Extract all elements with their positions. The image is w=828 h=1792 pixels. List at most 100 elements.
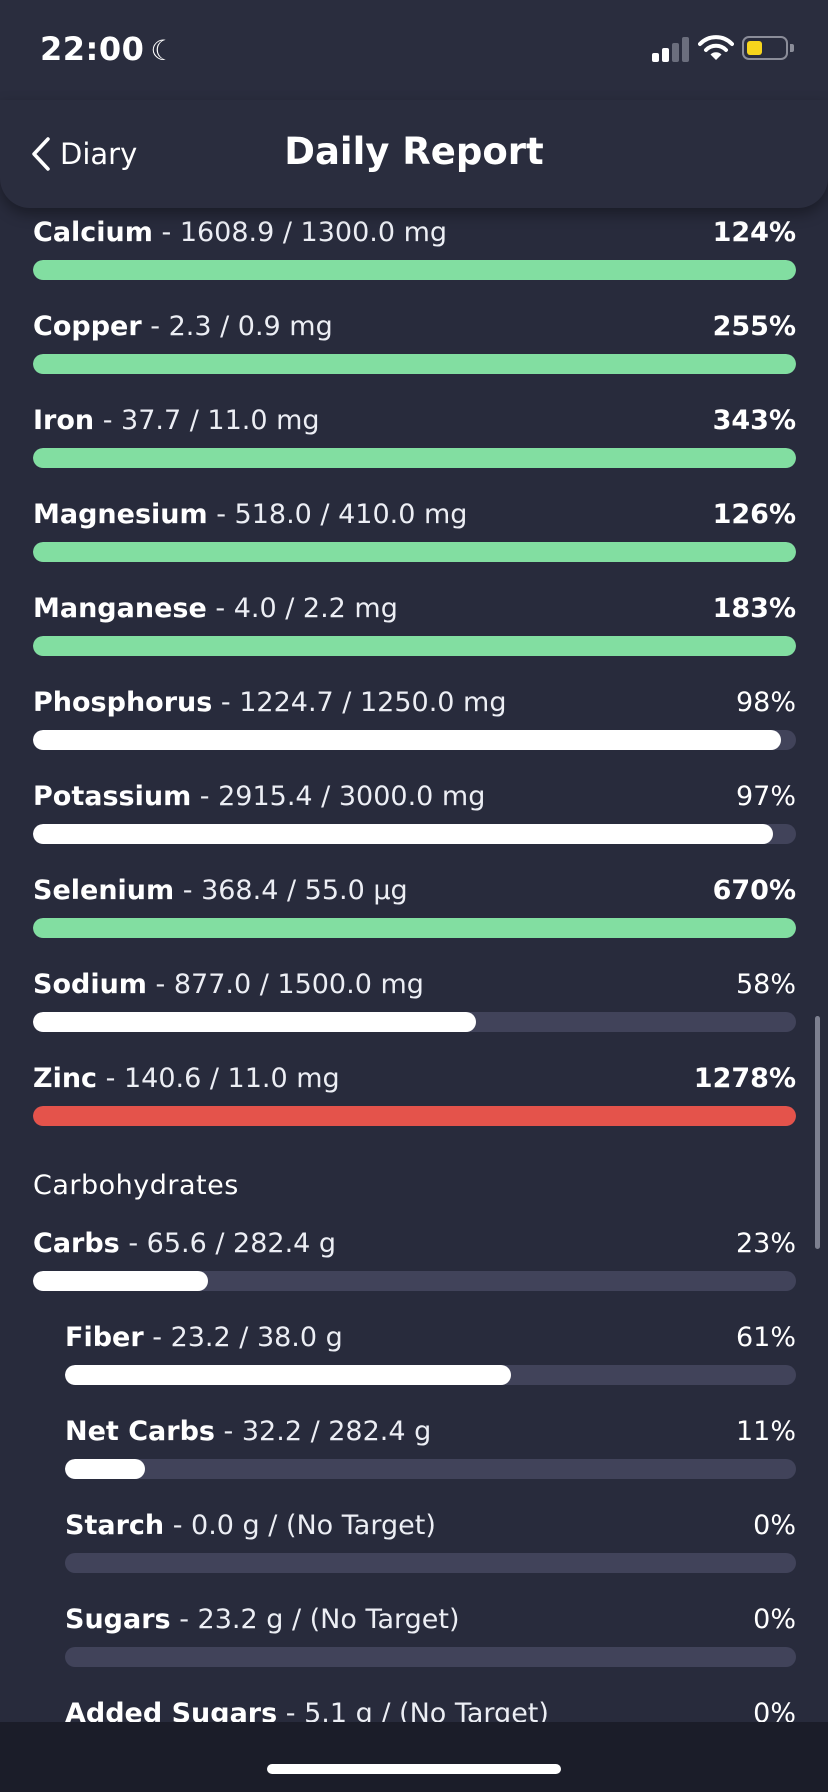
- nutrient-label: Starch - 0.0 g / (No Target): [65, 1505, 436, 1545]
- nutrient-percent: 126%: [712, 498, 796, 530]
- nutrient-row[interactable]: Iron - 37.7 / 11.0 mg 343%: [0, 400, 828, 480]
- progress-track: [65, 1647, 796, 1667]
- progress-track: [65, 1459, 796, 1479]
- back-button[interactable]: Diary: [30, 132, 137, 176]
- nutrient-row[interactable]: Phosphorus - 1224.7 / 1250.0 mg 98%: [0, 682, 828, 762]
- nutrient-label: Sugars - 23.2 g / (No Target): [65, 1599, 460, 1639]
- progress-fill: [33, 730, 781, 750]
- progress-fill: [33, 354, 796, 374]
- wifi-icon: [698, 35, 734, 60]
- nutrient-row[interactable]: Potassium - 2915.4 / 3000.0 mg 97%: [0, 776, 828, 856]
- progress-track: [33, 354, 796, 374]
- progress-track: [33, 448, 796, 468]
- progress-fill: [33, 1012, 476, 1032]
- nutrient-amount: - 0.0 g / (No Target): [164, 1509, 436, 1541]
- progress-fill: [33, 636, 796, 656]
- carbohydrates-heading: Carbohydrates: [33, 1170, 239, 1201]
- report-scroll-view[interactable]: Calcium - 1608.9 / 1300.0 mg 124% Copper -…: [0, 0, 828, 1722]
- nutrient-name: Selenium: [33, 874, 175, 906]
- navigation-bar: Diary Daily Report: [0, 100, 828, 208]
- nutrient-label: Carbs - 65.6 / 282.4 g: [33, 1223, 336, 1263]
- progress-fill: [33, 918, 796, 938]
- time-label: 22:00: [40, 30, 145, 68]
- nutrient-row[interactable]: Sugars - 23.2 g / (No Target) 0%: [0, 1599, 828, 1679]
- nutrient-label: Net Carbs - 32.2 / 282.4 g: [65, 1411, 431, 1451]
- chevron-left-icon: [32, 137, 50, 171]
- nutrient-row[interactable]: Added Sugars - 5.1 g / (No Target) 0%: [0, 1693, 828, 1723]
- progress-track: [33, 1012, 796, 1032]
- nutrient-amount: - 877.0 / 1500.0 mg: [146, 968, 424, 1000]
- battery-icon: [742, 36, 788, 60]
- nutrient-amount: - 1224.7 / 1250.0 mg: [212, 686, 507, 718]
- clock: 22:00 ☾: [40, 30, 176, 68]
- progress-fill: [33, 542, 796, 562]
- nutrient-label: Selenium - 368.4 / 55.0 µg: [33, 870, 408, 910]
- nutrient-amount: - 65.6 / 282.4 g: [119, 1227, 337, 1259]
- nutrient-amount: - 2915.4 / 3000.0 mg: [191, 780, 486, 812]
- nutrient-name: Phosphorus: [33, 686, 213, 718]
- nutrient-percent: 58%: [735, 968, 796, 1000]
- scrollbar[interactable]: [815, 1016, 820, 1249]
- nutrient-row[interactable]: Manganese - 4.0 / 2.2 mg 183%: [0, 588, 828, 668]
- nutrient-row[interactable]: Copper - 2.3 / 0.9 mg 255%: [0, 306, 828, 386]
- progress-fill: [33, 1271, 208, 1291]
- nutrient-row[interactable]: Carbs - 65.6 / 282.4 g 23%: [0, 1223, 828, 1303]
- progress-track: [33, 1106, 796, 1126]
- nutrient-percent: 23%: [735, 1227, 796, 1259]
- nutrient-percent: 255%: [712, 310, 796, 342]
- home-indicator[interactable]: [267, 1764, 561, 1774]
- nutrient-name: Iron: [33, 404, 95, 436]
- nutrient-amount: - 23.2 g / (No Target): [170, 1603, 460, 1635]
- nutrient-label: Sodium - 877.0 / 1500.0 mg: [33, 964, 424, 1004]
- nutrient-name: Calcium: [33, 216, 153, 248]
- nutrient-amount: - 23.2 / 38.0 g: [143, 1321, 343, 1353]
- nutrient-amount: - 368.4 / 55.0 µg: [174, 874, 408, 906]
- nutrient-amount: - 32.2 / 282.4 g: [214, 1415, 432, 1447]
- nutrient-name: Zinc: [33, 1062, 98, 1094]
- battery-level: [747, 41, 762, 55]
- nutrient-label: Fiber - 23.2 / 38.0 g: [65, 1317, 343, 1357]
- nutrient-name: Sodium: [33, 968, 147, 1000]
- nutrient-row[interactable]: Starch - 0.0 g / (No Target) 0%: [0, 1505, 828, 1585]
- moon-icon: ☾: [150, 34, 176, 67]
- nutrient-percent: 61%: [735, 1321, 796, 1353]
- nutrient-amount: - 2.3 / 0.9 mg: [141, 310, 333, 342]
- nutrient-percent: 343%: [712, 404, 796, 436]
- nutrient-name: Net Carbs: [65, 1415, 215, 1447]
- nutrient-percent: 98%: [735, 686, 796, 718]
- progress-fill: [33, 824, 773, 844]
- nutrient-row[interactable]: Magnesium - 518.0 / 410.0 mg 126%: [0, 494, 828, 574]
- nutrient-name: Copper: [33, 310, 142, 342]
- progress-fill: [33, 260, 796, 280]
- nutrient-row[interactable]: Calcium - 1608.9 / 1300.0 mg 124%: [0, 212, 828, 292]
- nutrient-row[interactable]: Sodium - 877.0 / 1500.0 mg 58%: [0, 964, 828, 1044]
- nutrient-label: Added Sugars - 5.1 g / (No Target): [65, 1693, 549, 1723]
- progress-fill: [33, 1106, 796, 1126]
- page-title: Daily Report: [284, 130, 544, 173]
- nutrient-name: Magnesium: [33, 498, 208, 530]
- nutrient-amount: - 140.6 / 11.0 mg: [97, 1062, 340, 1094]
- progress-track: [33, 260, 796, 280]
- progress-track: [33, 636, 796, 656]
- progress-fill: [33, 448, 796, 468]
- nutrient-row[interactable]: Net Carbs - 32.2 / 282.4 g 11%: [0, 1411, 828, 1491]
- progress-track: [65, 1553, 796, 1573]
- nutrient-name: Starch: [65, 1509, 165, 1541]
- nutrient-row[interactable]: Selenium - 368.4 / 55.0 µg 670%: [0, 870, 828, 950]
- nutrient-percent: 11%: [735, 1415, 796, 1447]
- nutrient-percent: 1278%: [693, 1062, 796, 1094]
- nutrient-row[interactable]: Fiber - 23.2 / 38.0 g 61%: [0, 1317, 828, 1397]
- status-bar: 22:00 ☾: [0, 0, 828, 100]
- nutrient-label: Zinc - 140.6 / 11.0 mg: [33, 1058, 340, 1098]
- nutrient-label: Copper - 2.3 / 0.9 mg: [33, 306, 333, 346]
- progress-track: [33, 824, 796, 844]
- nutrient-amount: - 518.0 / 410.0 mg: [207, 498, 468, 530]
- nutrient-label: Manganese - 4.0 / 2.2 mg: [33, 588, 398, 628]
- nutrient-row[interactable]: Zinc - 140.6 / 11.0 mg 1278%: [0, 1058, 828, 1138]
- nutrient-percent: 0%: [753, 1509, 796, 1541]
- cellular-signal-icon: [652, 36, 690, 62]
- nutrient-percent: 0%: [753, 1603, 796, 1635]
- nutrient-amount: - 37.7 / 11.0 mg: [94, 404, 320, 436]
- nutrient-label: Phosphorus - 1224.7 / 1250.0 mg: [33, 682, 506, 722]
- home-indicator-area: [0, 1722, 828, 1792]
